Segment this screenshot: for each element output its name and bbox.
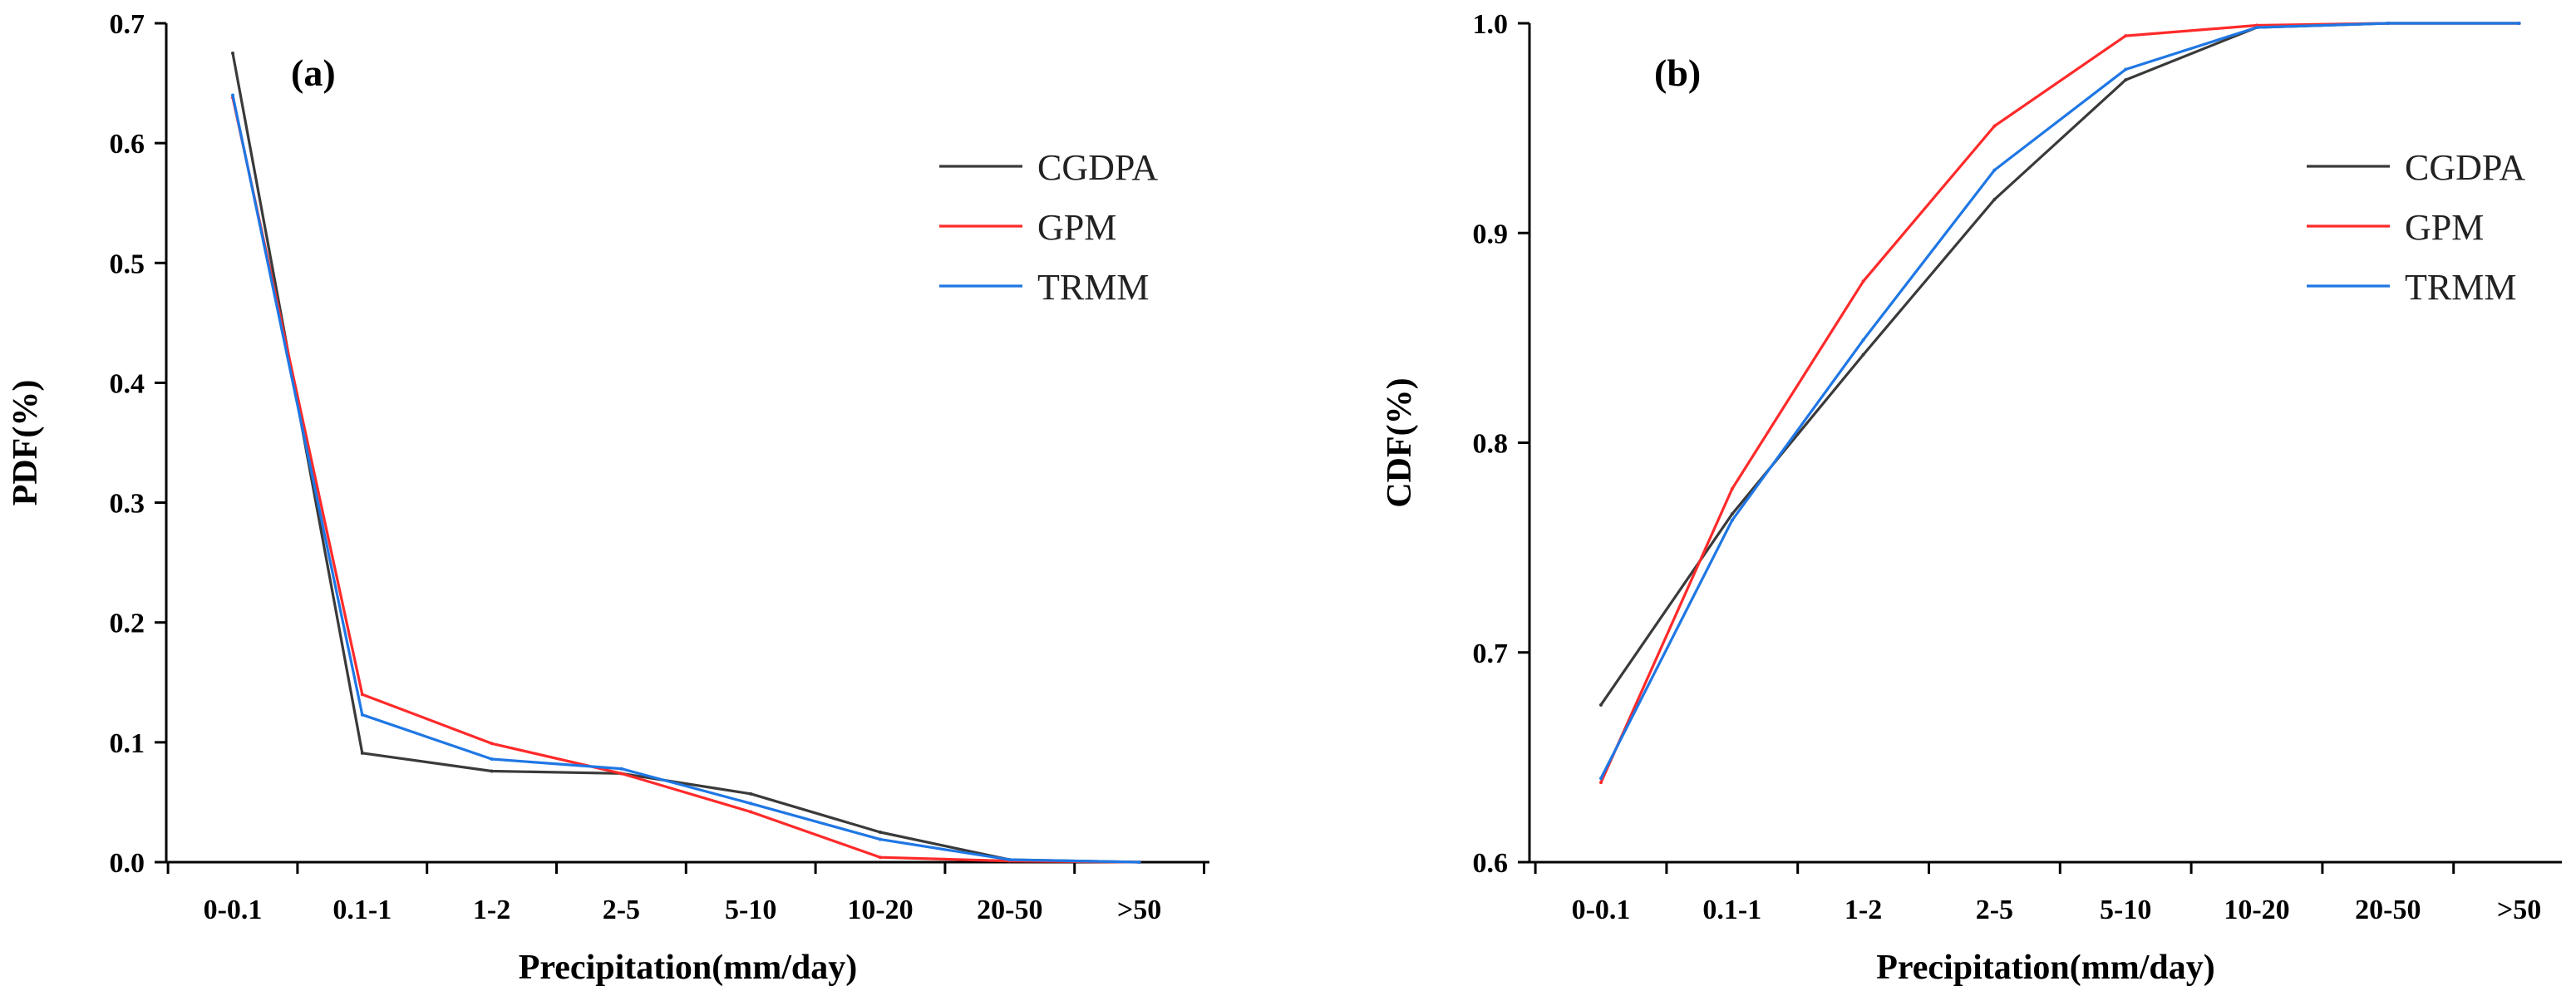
data-point-cgdpa bbox=[2124, 78, 2128, 82]
data-point-cgdpa bbox=[1861, 353, 1865, 357]
x-tick-label: 20-50 bbox=[977, 895, 1042, 925]
data-point-trmm bbox=[1861, 338, 1865, 342]
x-tick-label: 0-0.1 bbox=[204, 895, 263, 925]
data-point-cgdpa bbox=[1599, 703, 1603, 707]
x-axis-title: Precipitation(mm/day) bbox=[1876, 949, 2215, 987]
y-tick-label: 0.7 bbox=[110, 9, 145, 40]
data-point-trmm bbox=[2255, 26, 2258, 30]
x-tick-label: 2-5 bbox=[1976, 895, 2013, 925]
x-tick-label: >50 bbox=[1117, 895, 1161, 925]
x-tick-label: 5-10 bbox=[2100, 895, 2151, 925]
series-line-trmm bbox=[231, 95, 1140, 864]
series-line-gpm bbox=[231, 97, 1140, 864]
y-axis-title: CDF(%) bbox=[1381, 377, 1419, 507]
x-axis-title: Precipitation(mm/day) bbox=[519, 949, 858, 987]
data-point-gpm bbox=[2124, 34, 2128, 38]
panel-label: (a) bbox=[291, 52, 336, 94]
legend-label-cgdpa: CGDPA bbox=[1037, 147, 1158, 188]
y-tick-label: 1.0 bbox=[1473, 9, 1509, 40]
data-point-trmm bbox=[1599, 777, 1603, 781]
data-point-gpm bbox=[490, 742, 494, 746]
legend-label-trmm: TRMM bbox=[1037, 267, 1149, 308]
y-tick-label: 0.8 bbox=[1473, 429, 1509, 460]
data-point-trmm bbox=[2386, 22, 2390, 25]
y-tick-label: 0.3 bbox=[110, 489, 145, 520]
x-tick-label: >50 bbox=[2497, 895, 2541, 925]
data-point-trmm bbox=[2124, 67, 2128, 72]
data-point-trmm bbox=[619, 767, 623, 771]
data-point-trmm bbox=[1137, 860, 1141, 864]
legend: CGDPA GPM TRMM bbox=[939, 147, 1158, 308]
data-point-cgdpa bbox=[749, 791, 753, 796]
chart-panel-b: 0.6 0.7 0.8 0.9 1.0 0-0.1 0.1-1 1-2 2-5 5-10 10-20… bbox=[1381, 9, 2562, 987]
y-tick-label: 0.2 bbox=[110, 609, 145, 639]
data-point-trmm bbox=[1730, 518, 1734, 522]
data-point-trmm bbox=[360, 713, 364, 717]
y-tick-label: 0.7 bbox=[1473, 639, 1509, 669]
data-point-trmm bbox=[2517, 22, 2521, 25]
data-point-cgdpa bbox=[1992, 197, 1997, 201]
panel-label: (b) bbox=[1654, 52, 1701, 94]
series-line-cgdpa bbox=[1599, 22, 2519, 706]
legend-label-gpm: GPM bbox=[2405, 207, 2484, 248]
y-axis-title: PDF(%) bbox=[7, 380, 45, 506]
data-point-trmm bbox=[1992, 168, 1997, 172]
series-line-trmm bbox=[1599, 22, 2519, 779]
x-tick-label: 1-2 bbox=[1845, 895, 1882, 925]
legend-label-trmm: TRMM bbox=[2405, 267, 2516, 308]
data-point-cgdpa bbox=[231, 52, 234, 56]
data-point-gpm bbox=[1992, 124, 1997, 128]
data-point-trmm bbox=[749, 801, 753, 806]
data-point-cgdpa bbox=[1730, 512, 1734, 516]
y-tick-label: 0.4 bbox=[110, 368, 145, 399]
series-line-cgdpa bbox=[231, 52, 1140, 864]
data-point-trmm bbox=[879, 837, 882, 841]
data-point-cgdpa bbox=[490, 769, 494, 773]
data-point-gpm bbox=[619, 772, 623, 776]
x-tick-label: 20-50 bbox=[2355, 895, 2421, 925]
y-tick-label: 0.9 bbox=[1473, 219, 1509, 249]
legend-label-gpm: GPM bbox=[1037, 207, 1116, 248]
x-tick-label: 10-20 bbox=[2224, 895, 2289, 925]
y-tick-label: 0.6 bbox=[1473, 848, 1509, 879]
data-point-trmm bbox=[231, 93, 234, 97]
data-point-cgdpa bbox=[879, 830, 882, 834]
x-tick-label: 5-10 bbox=[725, 895, 776, 925]
data-point-trmm bbox=[490, 757, 494, 762]
legend-label-cgdpa: CGDPA bbox=[2405, 147, 2525, 188]
y-tick-label: 0.6 bbox=[110, 129, 145, 160]
data-point-gpm bbox=[749, 810, 753, 814]
series-line-gpm bbox=[1599, 22, 2519, 783]
x-tick-label: 0-0.1 bbox=[1572, 895, 1631, 925]
data-point-trmm bbox=[1007, 858, 1012, 862]
data-point-gpm bbox=[879, 856, 882, 860]
data-point-gpm bbox=[1599, 781, 1603, 785]
y-tick-label: 0.1 bbox=[110, 728, 145, 759]
chart-panel-a: 0.0 0.1 0.2 0.3 0.4 0.5 0.6 0.7 0-0.1 0.1-1 1-2 2-5… bbox=[7, 9, 1209, 987]
y-tick-label: 0.0 bbox=[110, 848, 145, 879]
data-point-gpm bbox=[1861, 279, 1865, 284]
data-point-cgdpa bbox=[360, 751, 364, 755]
x-tick-label: 1-2 bbox=[473, 895, 510, 925]
y-tick-label: 0.5 bbox=[110, 249, 145, 279]
x-tick-label: 0.1-1 bbox=[1702, 895, 1761, 925]
x-tick-label: 2-5 bbox=[603, 895, 640, 925]
legend: CGDPA GPM TRMM bbox=[2307, 147, 2525, 308]
x-tick-label: 10-20 bbox=[847, 895, 913, 925]
data-point-gpm bbox=[1730, 486, 1734, 491]
x-tick-label: 0.1-1 bbox=[332, 895, 392, 925]
data-point-gpm bbox=[360, 693, 364, 697]
